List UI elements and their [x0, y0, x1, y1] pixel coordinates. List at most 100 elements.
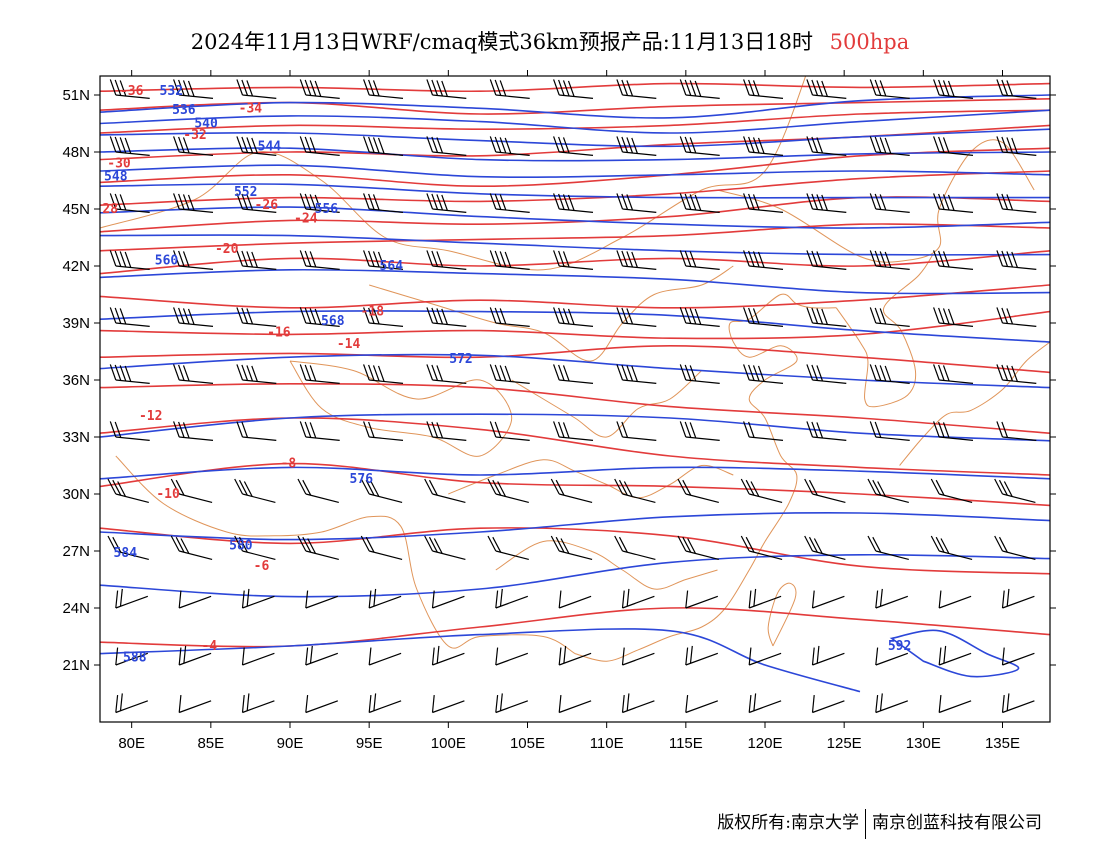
wind-barb — [869, 364, 910, 384]
copyright-left: 版权所有:南京大学 — [717, 813, 859, 833]
wind-barb — [933, 193, 974, 213]
wind-barb — [806, 193, 847, 213]
wind-barb — [679, 136, 720, 156]
wind-barb — [679, 307, 720, 327]
x-tick-label: 95E — [356, 735, 383, 752]
temperature-label: -12 — [139, 409, 162, 424]
wind-barb — [234, 535, 276, 560]
x-axis: 80E 85E 90E 95E 100E 105E 110E 115E 120E 125E 130E… — [118, 70, 1020, 752]
x-tick-label: 85E — [197, 735, 224, 752]
boundary-line — [574, 293, 837, 662]
wind-barb — [804, 535, 846, 560]
wind-barb — [553, 79, 594, 99]
wind-barb — [487, 478, 529, 503]
wind-barb — [996, 193, 1037, 213]
wind-barb — [743, 250, 784, 270]
height-contour — [100, 128, 1050, 148]
wind-barb — [550, 478, 593, 503]
wind-barb — [305, 645, 339, 666]
temperature-label: -6 — [254, 559, 270, 574]
wind-barb — [178, 645, 212, 666]
wind-barb — [236, 307, 277, 327]
wind-barb — [109, 421, 150, 441]
wind-barb — [938, 695, 972, 714]
height-label: 588 — [123, 650, 147, 665]
wind-barb — [740, 478, 783, 503]
boundary-line — [767, 582, 797, 647]
boundary-line — [511, 370, 703, 438]
temperature-label: -4 — [201, 639, 217, 654]
height-label: 556 — [315, 202, 339, 217]
wind-barb — [743, 79, 784, 99]
wind-barb — [867, 535, 909, 560]
wind-barb — [616, 250, 657, 270]
height-label: 572 — [449, 352, 472, 367]
height-label: 584 — [114, 546, 138, 561]
temperature-contour — [100, 124, 1050, 161]
wind-barb — [495, 693, 529, 714]
x-tick-label: 115E — [669, 735, 703, 752]
temperature-label: -14 — [337, 337, 361, 352]
wind-barb — [930, 535, 973, 560]
temperature-label: -34 — [239, 101, 263, 116]
wind-barb — [938, 590, 972, 609]
y-tick-label: 48N — [62, 144, 90, 161]
wind-barb — [234, 478, 276, 503]
wind-barb — [489, 364, 530, 384]
temperature-label: -24 — [294, 212, 318, 227]
wind-barb — [426, 364, 467, 384]
wind-barb — [748, 693, 782, 714]
wind-barb — [107, 535, 149, 560]
wind-barb — [368, 693, 402, 714]
copyright-right: 南京创蓝科技有限公司 — [872, 813, 1042, 833]
wind-barb — [109, 364, 150, 384]
wind-barb — [996, 364, 1037, 384]
wind-barb — [996, 421, 1037, 441]
wind-barb — [685, 695, 719, 714]
copyright-footer: 版权所有:南京大学 南京创蓝科技有限公司 — [717, 808, 1042, 839]
wind-barb — [178, 695, 212, 714]
wind-barb — [299, 193, 340, 213]
wind-barb — [236, 193, 277, 213]
wind-barb — [178, 590, 212, 609]
wind-barb — [431, 590, 465, 609]
y-tick-label: 21N — [62, 657, 90, 674]
wind-barb — [299, 307, 340, 327]
wind-barb — [740, 535, 783, 560]
wind-barb — [806, 79, 847, 99]
wind-barb — [495, 588, 529, 609]
wind-barb — [424, 478, 466, 503]
chart-title: 2024年11月13日WRF/cmaq模式36km预报产品:11月13日18时 … — [0, 26, 1100, 56]
wind-barb — [996, 250, 1037, 270]
wind-barb — [424, 535, 466, 560]
temperature-label: -18 — [361, 305, 385, 320]
wind-barb — [170, 478, 213, 503]
wind-barb — [109, 79, 150, 99]
height-contour — [100, 310, 1050, 343]
wind-barb — [685, 590, 719, 609]
wind-barb — [426, 79, 467, 99]
wind-barb — [360, 478, 403, 503]
height-label: 564 — [380, 259, 404, 274]
wind-barb — [109, 250, 150, 270]
height-label: 560 — [155, 253, 179, 268]
temperature-contour — [100, 527, 1050, 575]
x-tick-label: 90E — [277, 735, 304, 752]
wind-barb — [558, 590, 592, 609]
x-tick-label: 105E — [510, 735, 545, 752]
temperature-contour — [100, 223, 1050, 252]
wind-barb — [869, 193, 910, 213]
wind-barb — [806, 136, 847, 156]
wind-barb — [368, 647, 402, 666]
wind-barb — [614, 535, 656, 560]
y-axis: 51N 48N 45N 42N 39N 36N 33N 30N 27N 24N 21N — [62, 87, 1056, 674]
temperature-contour — [100, 82, 1050, 93]
wind-barb — [109, 136, 150, 156]
wind-barb — [679, 421, 720, 441]
y-tick-label: 45N — [62, 201, 90, 218]
temperature-contour — [100, 170, 1050, 206]
boundary-line — [717, 139, 1035, 263]
wind-barb — [616, 136, 657, 156]
wind-barb — [933, 79, 974, 99]
height-contour — [100, 109, 1050, 134]
